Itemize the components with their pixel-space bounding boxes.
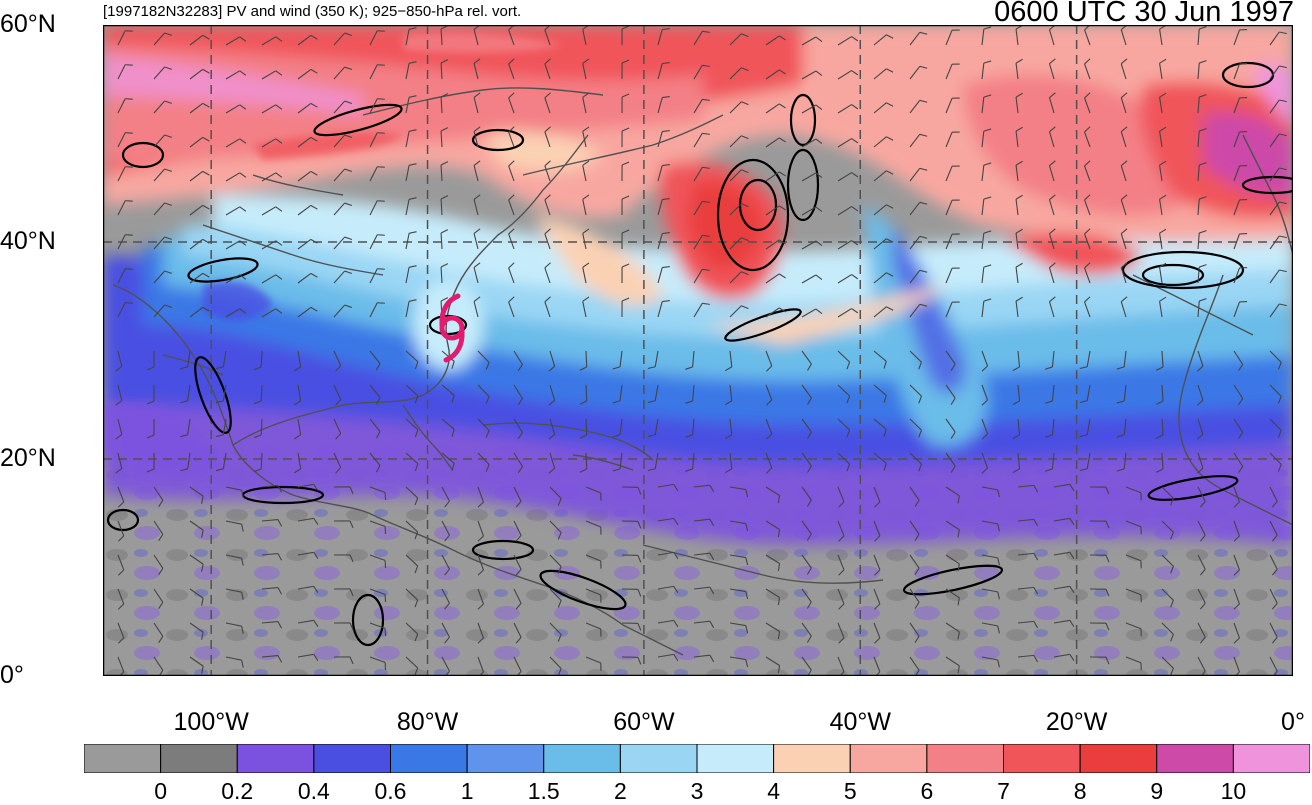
colorbar-swatch: [1233, 744, 1310, 773]
colorbar-label: 0.4: [298, 778, 330, 805]
lon-label: 60°W: [613, 708, 674, 737]
colorbar-label: 1.5: [528, 778, 560, 805]
lon-label: 0°: [1281, 708, 1305, 737]
colorbar-label: 10: [1221, 778, 1247, 805]
colorbar-swatch: [84, 744, 161, 773]
colorbar-label: 0: [154, 778, 167, 805]
colorbar-label: 9: [1150, 778, 1163, 805]
colorbar-swatch: [1157, 744, 1234, 773]
lat-label: 0°: [0, 661, 24, 690]
colorbar-label: 6: [920, 778, 933, 805]
colorbar-swatch: [774, 744, 851, 773]
lon-label: 20°W: [1046, 708, 1107, 737]
lat-label: 60°N: [0, 10, 56, 39]
colorbar-label: 8: [1074, 778, 1087, 805]
colorbar: [84, 744, 1310, 773]
lat-label: 20°N: [0, 444, 56, 473]
colorbar-swatch: [620, 744, 697, 773]
colorbar-swatch: [850, 744, 927, 773]
colorbar-label: 7: [997, 778, 1010, 805]
colorbar-swatch: [544, 744, 621, 773]
lon-label: 40°W: [830, 708, 891, 737]
colorbar-label: 0.6: [375, 778, 407, 805]
colorbar-swatch: [467, 744, 544, 773]
lon-label: 100°W: [174, 708, 249, 737]
colorbar-label: 0.2: [221, 778, 253, 805]
colorbar-label: 1: [461, 778, 474, 805]
colorbar-swatches: [84, 744, 1310, 773]
colorbar-swatch: [1004, 744, 1081, 773]
colorbar-label: 5: [844, 778, 857, 805]
lat-label: 40°N: [0, 227, 56, 256]
lon-label: 80°W: [397, 708, 458, 737]
colorbar-label: 2: [614, 778, 627, 805]
colorbar-label: 4: [767, 778, 780, 805]
map-title-left: [1997182N32283] PV and wind (350 K); 925…: [103, 3, 521, 20]
colorbar-swatch: [1080, 744, 1157, 773]
map-frame: [103, 25, 1293, 676]
map-canvas: [103, 25, 1293, 676]
colorbar-label: 3: [691, 778, 704, 805]
colorbar-swatch: [927, 744, 1004, 773]
colorbar-swatch: [161, 744, 238, 773]
colorbar-swatch: [314, 744, 391, 773]
colorbar-swatch: [391, 744, 468, 773]
pv-field: [103, 25, 1293, 676]
colorbar-swatch: [697, 744, 774, 773]
colorbar-swatch: [237, 744, 314, 773]
